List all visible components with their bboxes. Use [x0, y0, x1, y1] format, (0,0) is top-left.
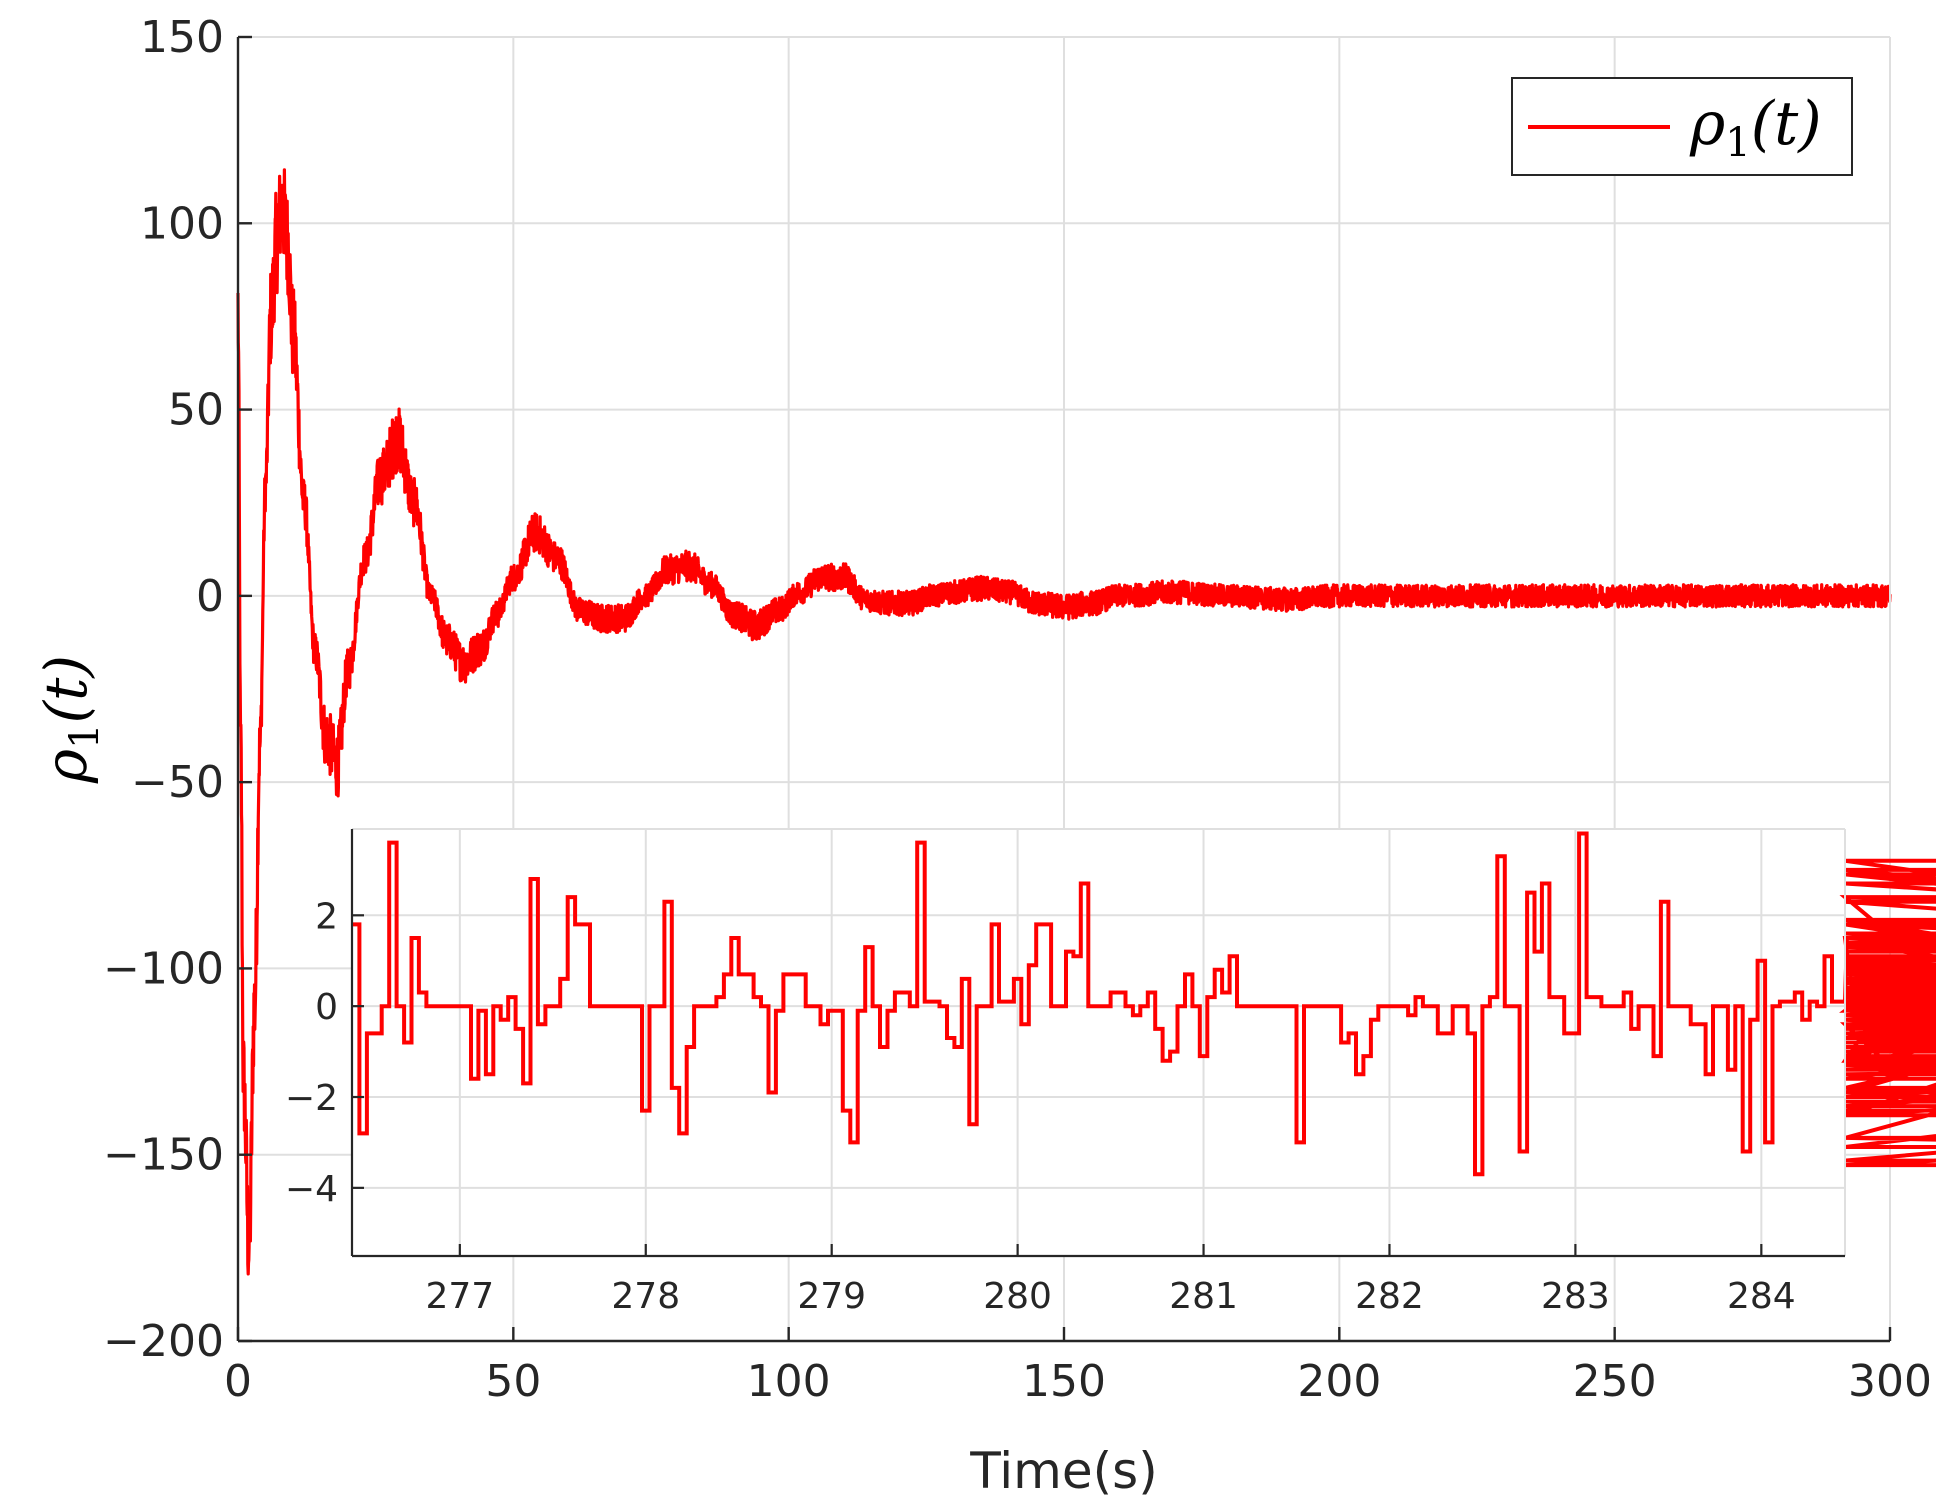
- main-x-tick-label: 100: [747, 1356, 831, 1407]
- y-axis-title-subscript: 1: [62, 724, 108, 749]
- y-axis-title: ρ1(t): [32, 655, 108, 784]
- inset-series-rho1: [352, 831, 1936, 1177]
- main-y-tick-label: 100: [140, 198, 224, 249]
- main-y-tick-label: −200: [103, 1316, 224, 1367]
- inset-y-ticks: −4 −2 0 2: [285, 896, 364, 1210]
- inset-grid: [352, 829, 1845, 1256]
- main-series-line: [236, 168, 1892, 1276]
- main-x-ticks: 0 50 100 150 200 250 300: [224, 1327, 1932, 1407]
- inset-background: [352, 829, 1845, 1256]
- inset-x-tick-label: 278: [611, 1276, 680, 1317]
- main-x-tick-label: 200: [1297, 1356, 1381, 1407]
- main-y-tick-label: −50: [131, 757, 224, 808]
- main-x-tick-label: 150: [1022, 1356, 1106, 1407]
- inset-x-tick-label: 282: [1355, 1276, 1424, 1317]
- main-y-tick-label: 150: [140, 12, 224, 63]
- main-x-tick-label: 50: [485, 1356, 541, 1407]
- x-axis-title: Time(s): [969, 1442, 1157, 1500]
- inset-axes: 277 278 279 280 281 282 283 284 −4 −2 0 2: [285, 828, 1936, 1317]
- inset-y-tick-label: −2: [285, 1078, 338, 1119]
- main-series-rho1: [236, 168, 1892, 1276]
- main-y-tick-label: −100: [103, 943, 224, 994]
- main-y-tick-label: 50: [168, 385, 224, 436]
- main-y-tick-label: −150: [103, 1130, 224, 1181]
- inset-x-tick-label: 281: [1169, 1276, 1238, 1317]
- inset-series-line: [352, 831, 1936, 1177]
- main-x-tick-label: 250: [1573, 1356, 1657, 1407]
- legend-subscript: 1: [1725, 120, 1750, 166]
- inset-x-tick-label: 284: [1727, 1276, 1796, 1317]
- main-y-ticks: −200 −150 −100 −50 0 50 100 150: [103, 12, 252, 1367]
- y-axis-title-argument: (t): [32, 655, 100, 724]
- legend-box: [1511, 77, 1853, 176]
- inset-x-tick-label: 279: [797, 1276, 866, 1317]
- inset-axis-lines: [350, 828, 1846, 1258]
- inset-x-tick-label: 277: [425, 1276, 494, 1317]
- y-axis-title-symbol: ρ: [32, 749, 100, 784]
- legend-symbol: ρ: [1689, 89, 1725, 159]
- inset-x-tick-label: 283: [1541, 1276, 1610, 1317]
- inset-y-tick-label: 2: [315, 896, 338, 937]
- main-x-tick-label: 0: [224, 1356, 252, 1407]
- main-x-tick-label: 300: [1848, 1356, 1932, 1407]
- inset-y-tick-label: −4: [285, 1169, 338, 1210]
- inset-y-tick-label: 0: [315, 987, 338, 1028]
- inset-x-tick-label: 280: [983, 1276, 1052, 1317]
- legend-entry-label: ρ1(t): [1689, 89, 1822, 166]
- inset-x-ticks: 277 278 279 280 281 282 283 284: [425, 1244, 1796, 1317]
- main-y-tick-label: 0: [196, 571, 224, 622]
- legend: ρ1(t): [1511, 77, 1853, 176]
- legend-argument: (t): [1751, 89, 1822, 159]
